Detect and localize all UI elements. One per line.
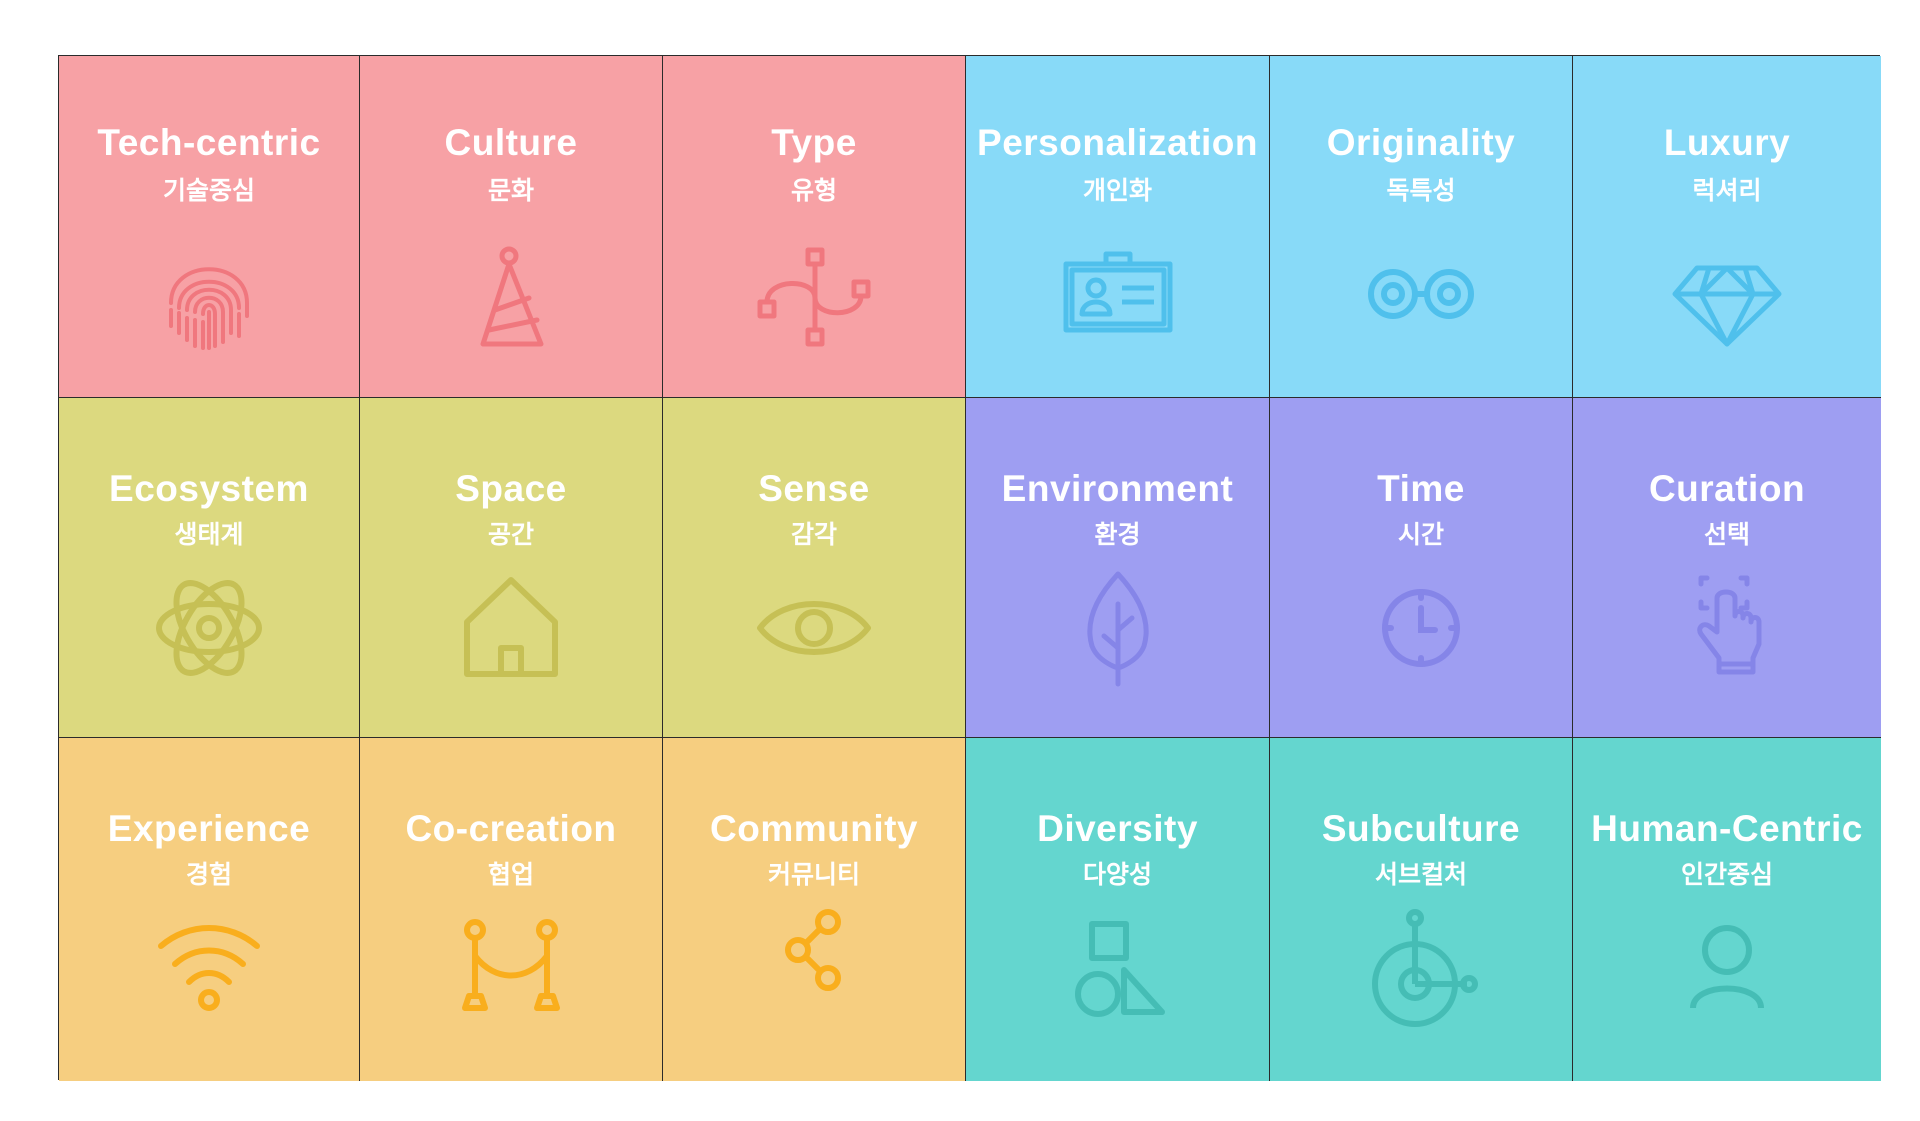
cell-luxury: Luxury 럭셔리: [1573, 56, 1881, 398]
cell-title: Type: [771, 122, 857, 163]
atom-icon: [149, 568, 269, 688]
cell-subtitle: 생태계: [174, 520, 244, 549]
cell-title: Diversity: [1037, 808, 1198, 849]
cell-subtitle: 인간중심: [1680, 860, 1773, 889]
cell-subtitle: 럭셔리: [1692, 176, 1762, 205]
leaf-icon: [1058, 568, 1178, 688]
bezier-curve-icon: [754, 238, 874, 358]
cell-subtitle: 감각: [790, 520, 837, 549]
cell-space: Space 공간: [360, 398, 663, 738]
cell-title: Curation: [1648, 468, 1806, 509]
id-card-icon: [1058, 238, 1178, 358]
cell-subtitle: 기술중심: [162, 176, 255, 205]
cell-title: Sense: [758, 468, 870, 509]
unicycle-icon: [1361, 908, 1481, 1028]
cell-co-creation: Co-creation 협업: [360, 738, 663, 1081]
cell-subtitle: 협업: [487, 860, 534, 889]
cell-community: Community 커뮤니티: [663, 738, 966, 1081]
cell-subtitle: 서브컬처: [1374, 860, 1467, 889]
cell-originality: Originality 독특성: [1270, 56, 1573, 398]
cell-subtitle: 독특성: [1386, 176, 1456, 205]
cell-title: Co-creation: [405, 808, 617, 849]
cell-title: Community: [710, 808, 918, 849]
cell-subtitle: 커뮤니티: [767, 860, 860, 889]
cell-environment: Environment 환경: [966, 398, 1270, 738]
cell-tech-centric: Tech-centric 기술중심: [59, 56, 360, 398]
eye-icon: [754, 568, 874, 688]
cell-subtitle: 유형: [790, 176, 837, 205]
cell-curation: Curation 선택: [1573, 398, 1881, 738]
cell-experience: Experience 경험: [59, 738, 360, 1081]
diamond-icon: [1667, 238, 1787, 358]
cell-subtitle: 개인화: [1082, 176, 1152, 205]
glasses-icon: [1361, 238, 1481, 358]
cell-title: Human-Centric: [1591, 808, 1863, 849]
cell-human-centric: Human-Centric 인간중심: [1573, 738, 1881, 1081]
cell-title: Luxury: [1663, 122, 1791, 163]
cell-subtitle: 선택: [1703, 520, 1750, 549]
cell-title: Ecosystem: [109, 468, 309, 509]
cell-title: Originality: [1326, 122, 1516, 163]
cell-title: Subculture: [1321, 808, 1521, 849]
cell-title: Tech-centric: [97, 122, 321, 163]
cell-time: Time 시간: [1270, 398, 1573, 738]
cell-title: Experience: [107, 808, 311, 849]
cell-title: Environment: [1001, 468, 1234, 509]
cell-title: Personalization: [977, 122, 1258, 163]
cell-type: Type 유형: [663, 56, 966, 398]
cell-title: Space: [455, 468, 567, 509]
cell-subtitle: 시간: [1397, 520, 1444, 549]
cell-sense: Sense 감각: [663, 398, 966, 738]
shapes-icon: [1058, 908, 1178, 1028]
cell-subculture: Subculture 서브컬처: [1270, 738, 1573, 1081]
cell-subtitle: 문화: [487, 176, 534, 205]
rope-barrier-icon: [451, 908, 571, 1028]
cell-subtitle: 경험: [185, 860, 232, 889]
share-icon: [754, 908, 874, 1028]
wifi-icon: [149, 908, 269, 1028]
party-hat-icon: [451, 238, 571, 358]
cell-personalization: Personalization 개인화: [966, 56, 1270, 398]
cell-subtitle: 공간: [487, 520, 534, 549]
cell-subtitle: 환경: [1094, 520, 1141, 549]
cell-title: Culture: [444, 122, 578, 163]
cell-title: Time: [1377, 468, 1465, 509]
person-icon: [1667, 908, 1787, 1028]
fingerprint-icon: [149, 238, 269, 358]
hand-pointer-icon: [1667, 568, 1787, 688]
keyword-grid: Tech-centric 기술중심 Culture 문화: [58, 55, 1881, 1081]
cell-diversity: Diversity 다양성: [966, 738, 1270, 1081]
house-icon: [451, 568, 571, 688]
cell-ecosystem: Ecosystem 생태계: [59, 398, 360, 738]
cell-culture: Culture 문화: [360, 56, 663, 398]
clock-icon: [1361, 568, 1481, 688]
cell-subtitle: 다양성: [1082, 860, 1152, 889]
